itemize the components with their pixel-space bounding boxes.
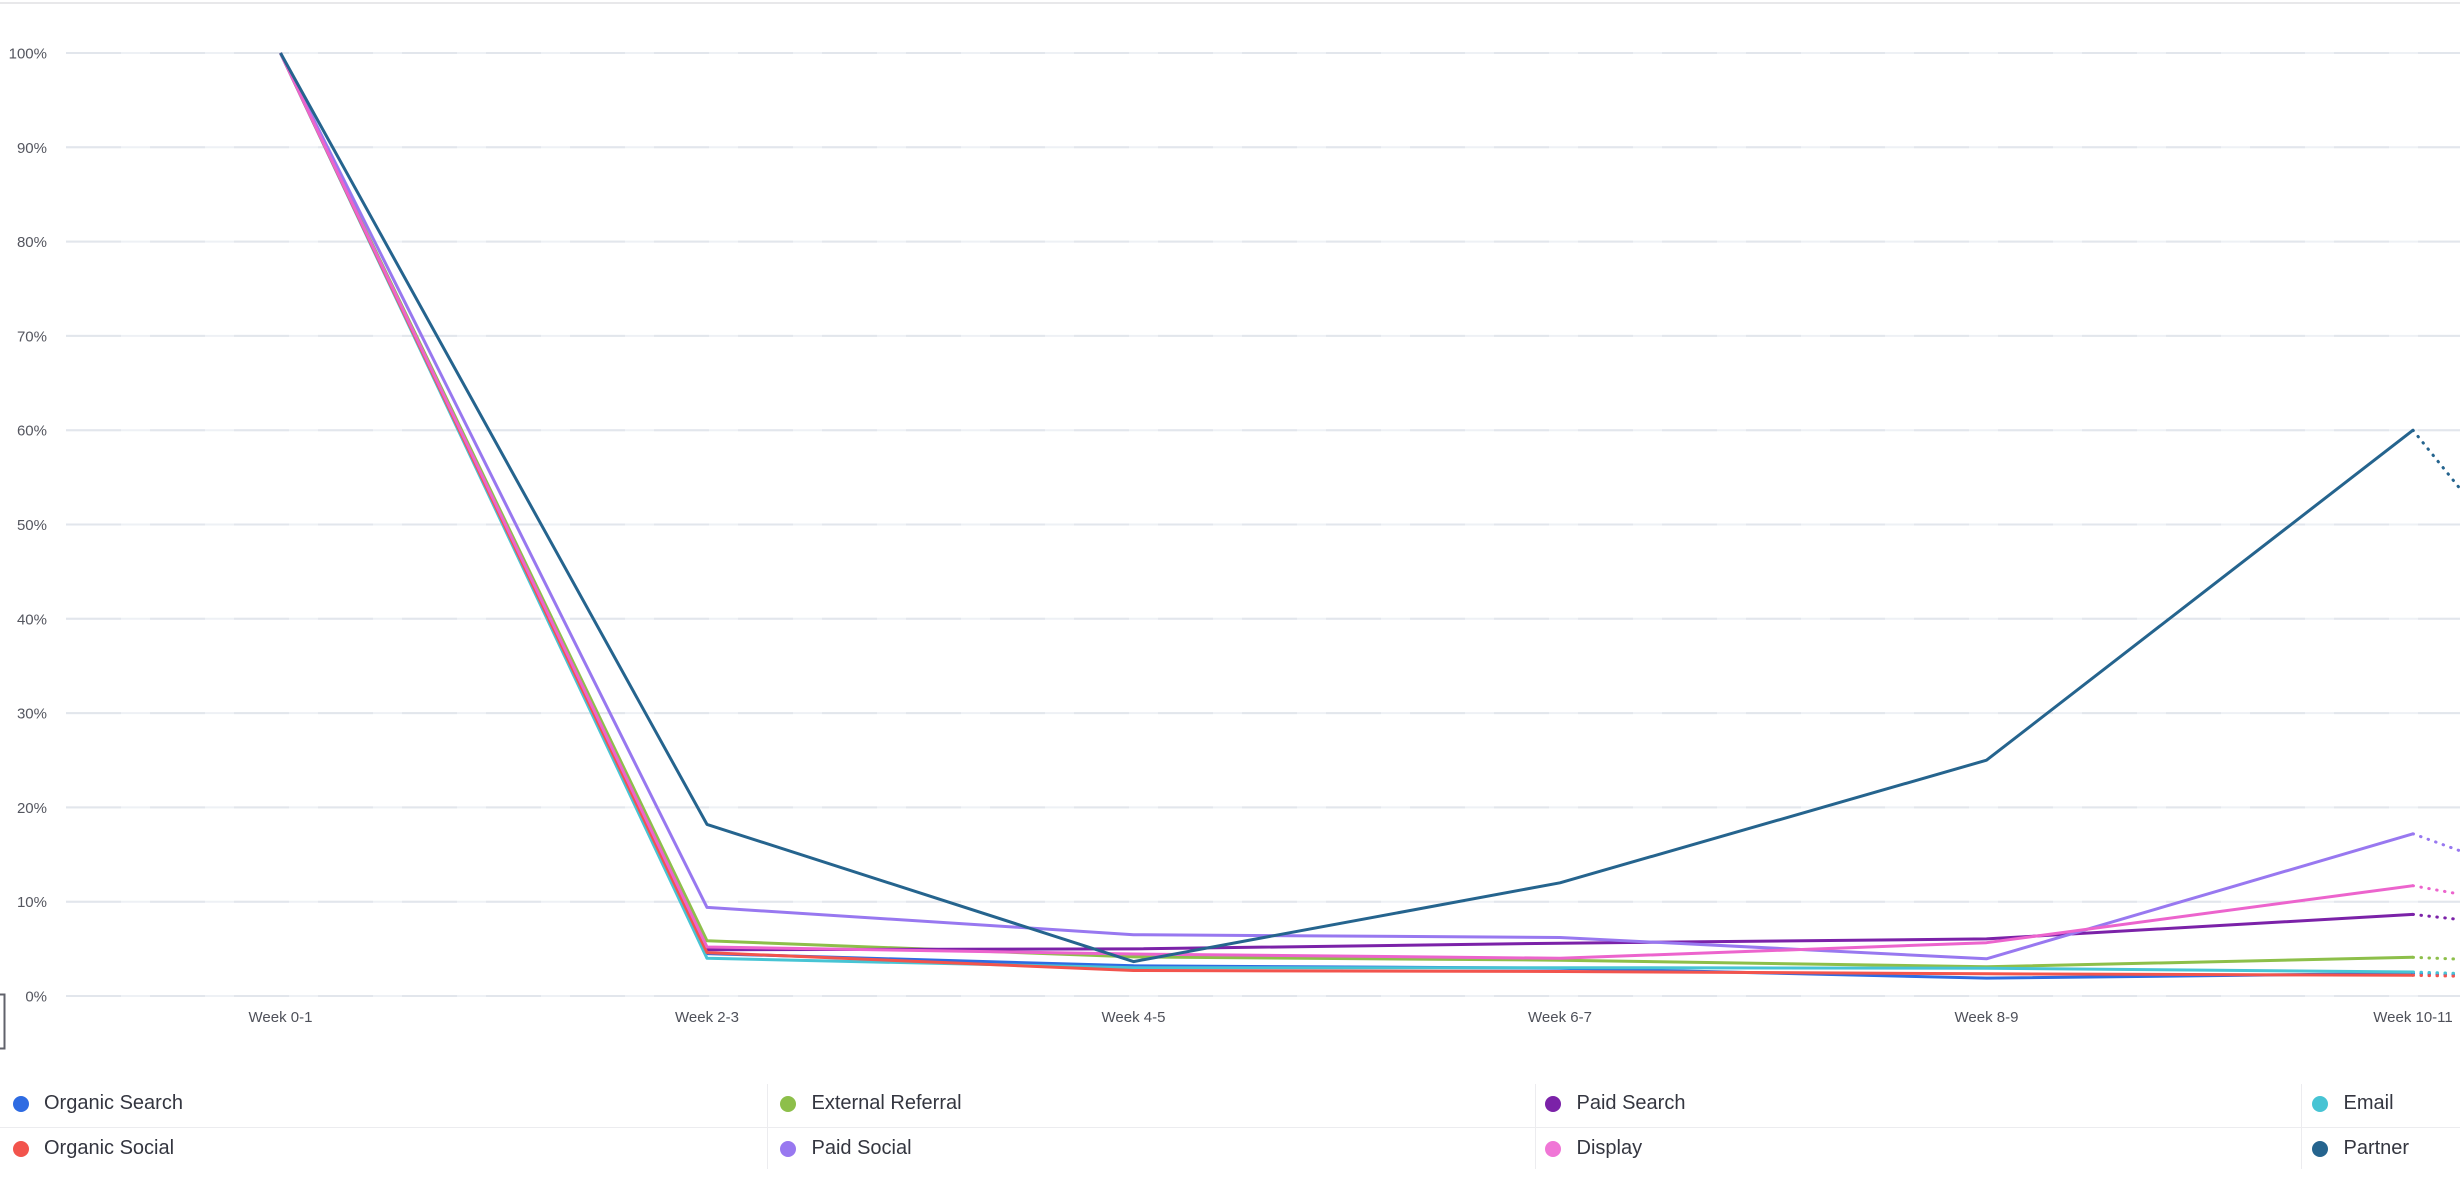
svg-text:Week 4-5: Week 4-5 bbox=[1102, 1009, 1166, 1026]
svg-text:70%: 70% bbox=[17, 328, 47, 345]
svg-text:Week 2-3: Week 2-3 bbox=[675, 1009, 739, 1026]
svg-text:Week 8-9: Week 8-9 bbox=[1955, 1009, 2019, 1026]
svg-text:Week 0-1: Week 0-1 bbox=[249, 1009, 313, 1026]
svg-text:90%: 90% bbox=[17, 140, 47, 157]
svg-text:Week 10-11: Week 10-11 bbox=[2373, 1009, 2453, 1026]
svg-text:60%: 60% bbox=[17, 423, 47, 440]
svg-text:40%: 40% bbox=[17, 611, 47, 628]
svg-text:30%: 30% bbox=[17, 706, 47, 723]
svg-text:80%: 80% bbox=[17, 234, 47, 251]
svg-text:20%: 20% bbox=[17, 800, 47, 817]
svg-text:100%: 100% bbox=[9, 46, 47, 63]
svg-text:10%: 10% bbox=[17, 894, 47, 911]
svg-text:Week 6-7: Week 6-7 bbox=[1528, 1009, 1592, 1026]
svg-text:0%: 0% bbox=[25, 989, 47, 1006]
svg-text:50%: 50% bbox=[17, 517, 47, 534]
